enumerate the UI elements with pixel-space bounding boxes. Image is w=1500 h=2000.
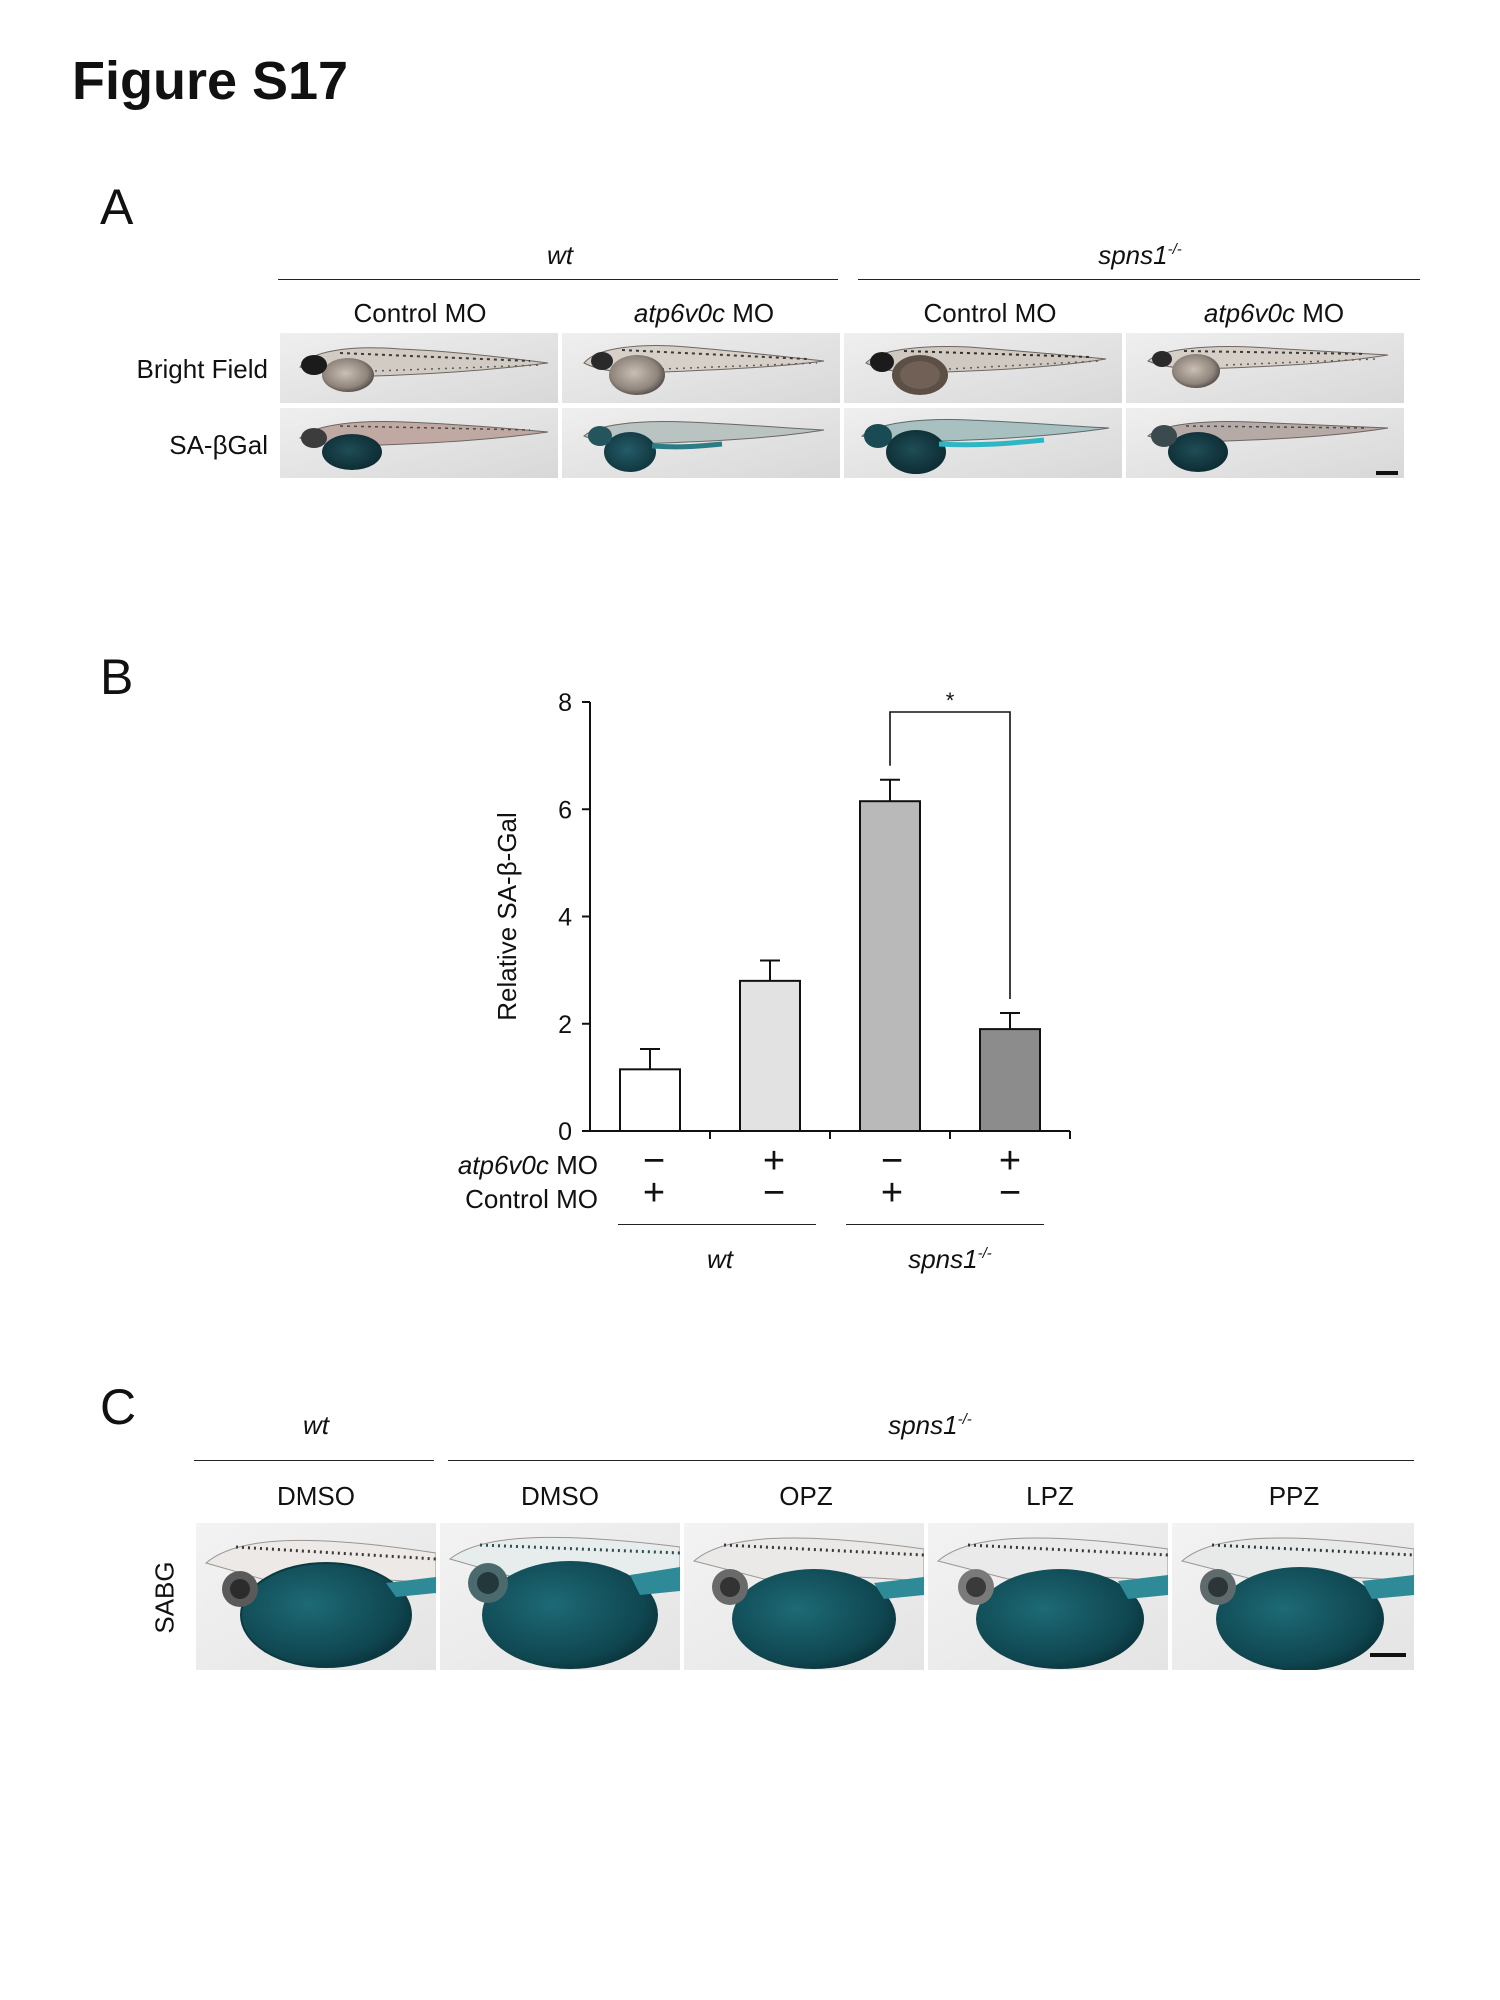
panel-b-group-spns1: spns1-/-: [908, 1244, 992, 1274]
bar: [979, 1028, 1041, 1133]
sign-atp-4: +: [998, 1140, 1022, 1182]
bar: [739, 979, 801, 1132]
sign-atp-1: −: [642, 1140, 666, 1182]
significance-star: *: [946, 688, 955, 713]
panel-c-spns1-opz-image: [684, 1523, 924, 1670]
panel-a-col-4: atp6v0c MO: [1203, 298, 1345, 328]
y-tick-label: 8: [558, 689, 572, 717]
sign-ctrl-1: +: [642, 1172, 666, 1214]
panel-c-spns1-lpz-image: [928, 1523, 1168, 1670]
panel-a-brightfield-wt-control-image: [280, 333, 558, 403]
panel-b-chart: 0 2 4 6 8 Relative SA-β-Gal *: [492, 688, 1071, 1146]
panel-a-wt-rule: [278, 279, 838, 280]
panel-c-group-wt: wt: [303, 1410, 329, 1440]
panel-a-sabgal-wt-control-image: [280, 408, 558, 478]
panel-c-col-1: DMSO: [277, 1481, 355, 1511]
panel-a-row-brightfield: Bright Field: [136, 354, 269, 384]
y-tick-label: 4: [558, 904, 572, 932]
y-tick-label: 0: [558, 1118, 572, 1146]
panel-c-col-4: LPZ: [1026, 1481, 1074, 1511]
panel-a-label: A: [100, 179, 134, 235]
panel-b-row-control: Control MO: [465, 1184, 598, 1214]
panel-a-scale-bar: [1376, 471, 1398, 475]
panel-c-col-3: OPZ: [779, 1481, 833, 1511]
y-tick-label: 2: [558, 1011, 572, 1039]
panel-c-spns1-dmso-image: [440, 1523, 680, 1670]
panel-c-scale-bar: [1370, 1653, 1406, 1657]
panel-a-sabgal-spns1-control-image: [844, 408, 1122, 478]
panel-c-wt-dmso-image: [196, 1523, 436, 1670]
panel-c-col-2: DMSO: [521, 1481, 599, 1511]
panel-a-col-3: Control MO: [923, 298, 1057, 328]
panel-a-col-1: Control MO: [353, 298, 487, 328]
sign-ctrl-3: +: [880, 1172, 904, 1214]
panel-a-group-wt: wt: [547, 240, 573, 270]
panel-b-row-atp6v0c: atp6v0c MO: [457, 1150, 598, 1180]
sign-atp-3: −: [880, 1140, 904, 1182]
panel-c-row-label: SABG: [149, 1561, 180, 1634]
panel-a-sabgal-spns1-atp6v0c-image: [1126, 408, 1404, 478]
panel-c-spns1-ppz-image: [1172, 1523, 1414, 1670]
significance-bracket: [889, 711, 1011, 1000]
panel-b-spns1-rule: [846, 1224, 1044, 1225]
panel-a-spns1-rule: [858, 279, 1420, 280]
panel-c-spns1-rule: [448, 1460, 1414, 1461]
panel-a-row-sabgal: SA-βGal: [169, 430, 268, 460]
sign-ctrl-2: −: [762, 1172, 786, 1214]
panel-c-label: C: [100, 1379, 137, 1435]
panel-a-sabgal-wt-atp6v0c-image: [562, 408, 840, 478]
sign-atp-2: +: [762, 1140, 786, 1182]
panel-c-col-5: PPZ: [1268, 1481, 1320, 1511]
panel-b-label: B: [100, 649, 134, 705]
panel-c-group-spns1: spns1-/-: [888, 1410, 972, 1440]
panel-c-wt-rule: [194, 1460, 434, 1461]
y-tick-label: 6: [558, 796, 572, 824]
bar: [619, 1068, 681, 1133]
figure-title: Figure S17: [72, 51, 349, 111]
panel-b-wt-rule: [618, 1224, 816, 1225]
panel-a-group-spns1: spns1-/-: [1098, 240, 1182, 270]
bar: [859, 800, 921, 1132]
panel-b-group-wt: wt: [707, 1244, 733, 1274]
panel-a-brightfield-spns1-atp6v0c-image: [1126, 333, 1404, 403]
panel-a-brightfield-spns1-control-image: [844, 333, 1122, 403]
sign-ctrl-4: −: [998, 1172, 1022, 1214]
panel-a-brightfield-wt-atp6v0c-image: [562, 333, 840, 403]
panel-a-col-2: atp6v0c MO: [633, 298, 775, 328]
y-axis-label: Relative SA-β-Gal: [492, 812, 522, 1021]
